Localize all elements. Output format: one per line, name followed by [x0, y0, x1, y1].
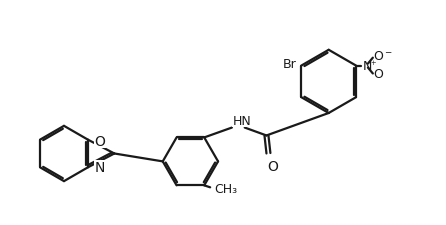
Text: O$\mathregular{^-}$: O$\mathregular{^-}$ — [373, 50, 393, 63]
Text: O: O — [373, 68, 383, 81]
Text: Br: Br — [283, 58, 297, 71]
Text: $\mathregular{^+}$: $\mathregular{^+}$ — [369, 60, 377, 70]
Text: O: O — [95, 134, 106, 148]
Text: N: N — [95, 161, 105, 175]
Text: HN: HN — [233, 114, 252, 127]
Text: O: O — [267, 160, 278, 173]
Text: N: N — [363, 60, 372, 73]
Text: CH₃: CH₃ — [214, 182, 237, 195]
